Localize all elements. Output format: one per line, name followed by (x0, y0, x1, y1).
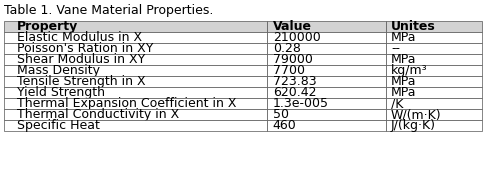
Text: Table 1. Vane Material Properties.: Table 1. Vane Material Properties. (4, 4, 213, 17)
